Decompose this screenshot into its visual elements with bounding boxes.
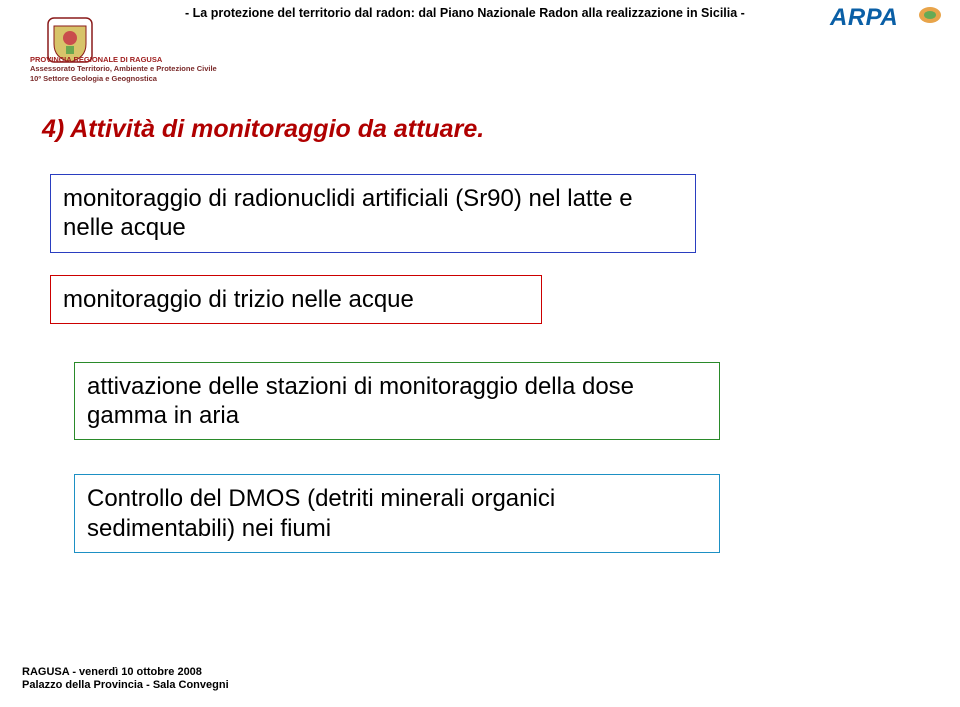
slide-content: 4) Attività di monitoraggio da attuare. …: [42, 115, 900, 575]
footer-line1: RAGUSA - venerdì 10 ottobre 2008: [22, 666, 229, 680]
box-gamma: attivazione delle stazioni di monitoragg…: [74, 362, 720, 441]
arpa-mark-icon: [918, 6, 942, 24]
arpa-logo-text: ARPA: [830, 4, 898, 31]
slide-header-title: - La protezione del territorio dal radon…: [185, 6, 840, 20]
box-text: monitoraggio di trizio nelle acque: [63, 286, 414, 313]
footer-line2: Palazzo della Provincia - Sala Convegni: [22, 679, 229, 693]
arpa-logo: ARPA: [830, 4, 942, 38]
province-text: PROVINCIA REGIONALE DI RAGUSA Assessorat…: [30, 55, 217, 83]
box-radionuclidi: monitoraggio di radionuclidi artificiali…: [50, 174, 696, 253]
province-line3: 10º Settore Geologia e Geognostica: [30, 74, 217, 83]
box-text: attivazione delle stazioni di monitoragg…: [87, 373, 634, 429]
slide-footer: RAGUSA - venerdì 10 ottobre 2008 Palazzo…: [22, 666, 229, 694]
box-text: Controllo del DMOS (detriti minerali org…: [87, 485, 555, 541]
slide-header: - La protezione del territorio dal radon…: [0, 0, 960, 80]
box-trizio: monitoraggio di trizio nelle acque: [50, 275, 542, 324]
box-dmos: Controllo del DMOS (detriti minerali org…: [74, 474, 720, 553]
section-title: 4) Attività di monitoraggio da attuare.: [42, 115, 900, 144]
box-text: monitoraggio di radionuclidi artificiali…: [63, 185, 633, 241]
province-line2: Assessorato Territorio, Ambiente e Prote…: [30, 64, 217, 73]
province-line1: PROVINCIA REGIONALE DI RAGUSA: [30, 55, 217, 64]
